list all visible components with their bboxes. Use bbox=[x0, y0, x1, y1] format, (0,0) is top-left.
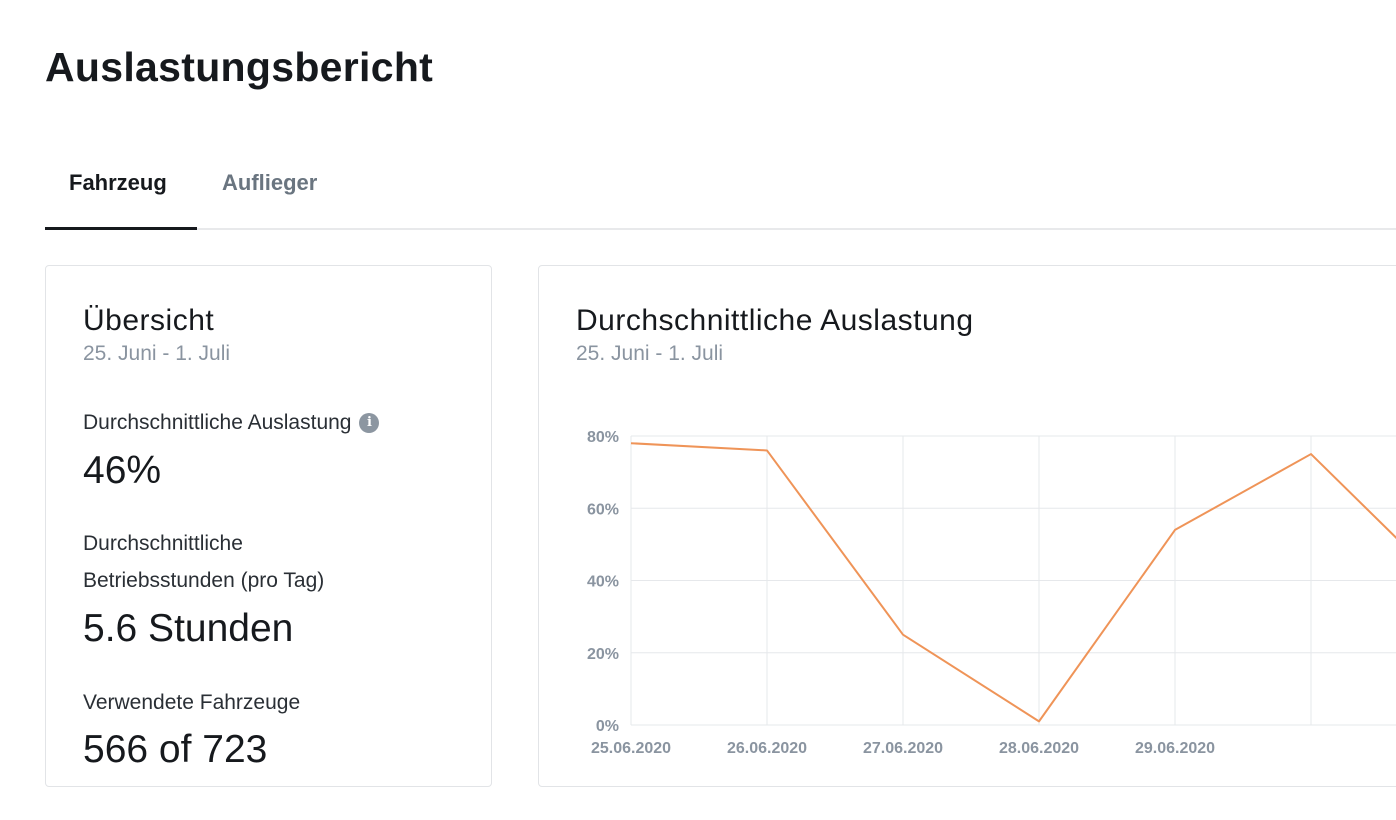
info-icon[interactable]: i bbox=[359, 413, 380, 434]
x-tick-label: 29.06.2020 bbox=[1135, 740, 1215, 757]
y-tick-label: 80% bbox=[587, 429, 619, 446]
x-tick-label: 28.06.2020 bbox=[999, 740, 1079, 757]
avg-hours-value: 5.6 Stunden bbox=[83, 607, 294, 650]
x-tick-label: 25.06.2020 bbox=[591, 740, 671, 757]
x-tick-label: 27.06.2020 bbox=[863, 740, 943, 757]
avg-hours-label-line2: Betriebsstunden (pro Tag) bbox=[83, 569, 325, 592]
utilization-series-line bbox=[630, 442, 1396, 723]
overview-date-range: 25. Juni - 1. Juli bbox=[83, 342, 231, 365]
y-tick-label: 40% bbox=[587, 574, 619, 591]
y-tick-label: 0% bbox=[596, 718, 619, 735]
vehicles-used-value: 566 of 723 bbox=[83, 728, 268, 771]
chart-date-range: 25. Juni - 1. Juli bbox=[576, 342, 724, 365]
avg-utilization-label: Durchschnittliche Auslastung bbox=[83, 411, 352, 434]
avg-utilization-label-row: Durchschnittliche Auslastung i bbox=[83, 405, 380, 441]
utilization-chart-card: Durchschnittliche Auslastung 25. Juni - … bbox=[538, 265, 1396, 787]
x-tick-label: 26.06.2020 bbox=[727, 740, 807, 757]
avg-hours-label-line1: Durchschnittliche bbox=[83, 532, 243, 555]
y-tick-label: 20% bbox=[587, 646, 619, 663]
vehicles-used-label: Verwendete Fahrzeuge bbox=[83, 691, 301, 714]
tab-bar: Fahrzeug Auflieger bbox=[45, 158, 1396, 230]
overview-title: Übersicht bbox=[83, 304, 215, 337]
page-title: Auslastungsbericht bbox=[45, 44, 434, 90]
avg-utilization-value: 46% bbox=[83, 449, 162, 492]
utilization-line-chart: 0% 20% 40% 60% 80% 25.06.2020 26.06.2020 27.06.… bbox=[587, 429, 1396, 757]
tab-fahrzeug[interactable]: Fahrzeug bbox=[69, 170, 167, 195]
tab-auflieger[interactable]: Auflieger bbox=[222, 170, 318, 195]
y-tick-label: 60% bbox=[587, 501, 619, 518]
chart-title: Durchschnittliche Auslastung bbox=[576, 304, 974, 337]
overview-card: Übersicht 25. Juni - 1. Juli Durchschnit… bbox=[45, 265, 492, 787]
active-tab-indicator bbox=[45, 227, 197, 230]
